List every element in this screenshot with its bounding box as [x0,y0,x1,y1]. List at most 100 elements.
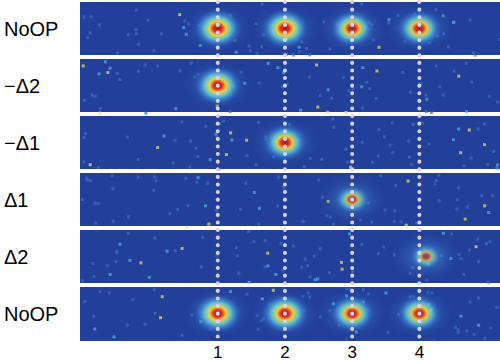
noise-speckle [264,265,267,268]
noise-speckle [459,315,462,318]
tick-label: 1 [213,343,222,362]
panel-background [80,2,500,55]
noise-speckle [303,165,306,168]
noise-speckle [172,162,175,165]
noise-speckle [304,258,307,261]
noise-speckle [126,136,129,139]
noise-speckle [383,136,386,139]
noise-speckle [277,176,280,179]
noise-speckle [464,218,467,221]
noise-speckle [308,76,311,79]
noise-speckle [267,62,270,65]
noise-speckle [255,163,258,166]
noise-speckle [148,276,151,279]
noise-speckle [81,198,84,201]
noise-speckle [332,223,335,226]
noise-speckle [82,161,85,164]
noise-speckle [391,151,394,154]
noise-speckle [274,273,277,276]
noise-speckle [153,288,156,291]
noise-speckle [82,16,85,19]
noise-speckle [112,188,115,191]
noise-speckle [91,94,94,97]
site-line [350,2,354,340]
noise-speckle [470,156,473,159]
noise-speckle [222,120,225,123]
noise-speckle [201,236,204,239]
noise-speckle [456,198,459,201]
noise-speckle [425,110,428,113]
row-label: −Δ1 [4,132,40,154]
noise-speckle [299,109,302,112]
noise-speckle [470,81,473,84]
panel [80,116,500,171]
noise-speckle [476,238,479,241]
noise-speckle [316,106,319,109]
noise-speckle [92,315,95,318]
noise-speckle [424,94,427,97]
noise-speckle [166,250,169,253]
noise-speckle [185,226,188,229]
noise-speckle [327,88,330,91]
noise-speckle [469,19,472,22]
noise-speckle [496,101,499,104]
noise-speckle [477,324,480,327]
noise-speckle [135,9,138,12]
noise-speckle [283,187,286,190]
noise-speckle [98,23,101,26]
noise-speckle [257,121,260,124]
noise-speckle [315,64,318,67]
noise-speckle [371,161,374,164]
noise-speckle [450,233,453,236]
noise-speckle [341,268,344,271]
noise-speckle [108,291,111,294]
noise-speckle [437,174,440,177]
noise-speckle [379,174,382,177]
noise-speckle [239,208,242,211]
noise-speckle [174,107,177,110]
noise-speckle [486,163,489,166]
site-line [216,2,220,340]
noise-speckle [256,52,259,55]
noise-speckle [360,2,363,5]
noise-speckle [264,239,267,242]
noise-speckle [292,244,295,247]
noise-speckle [393,220,396,223]
noise-speckle [408,156,411,159]
noise-speckle [119,243,122,246]
noise-speckle [204,125,207,128]
noise-speckle [442,232,445,235]
noise-speckle [127,33,130,36]
noise-speckle [127,232,130,235]
noise-speckle [118,78,121,81]
panel-background [80,230,500,283]
noise-speckle [109,273,112,276]
noise-speckle [189,140,192,143]
noise-speckle [276,204,279,207]
noise-speckle [84,132,87,135]
tick-label: 3 [347,343,356,362]
noise-speckle [235,246,238,249]
noise-speckle [326,111,329,114]
noise-speckle [457,331,460,334]
noise-speckle [137,70,140,73]
noise-speckle [351,270,354,273]
noise-speckle [156,146,159,149]
noise-speckle [300,266,303,269]
tick-label: 4 [415,343,424,362]
noise-speckle [378,46,381,49]
noise-speckle [139,261,142,264]
noise-speckle [328,48,331,51]
noise-speckle [342,76,345,79]
noise-speckle [153,49,156,52]
noise-speckle [258,82,261,85]
noise-speckle [488,95,491,98]
noise-speckle [111,174,114,177]
noise-speckle [360,85,363,88]
noise-speckle [97,202,100,205]
noise-speckle [92,275,95,278]
noise-speckle [468,129,471,132]
noise-speckle [447,45,450,48]
noise-speckle [184,177,187,180]
noise-speckle [385,292,388,295]
